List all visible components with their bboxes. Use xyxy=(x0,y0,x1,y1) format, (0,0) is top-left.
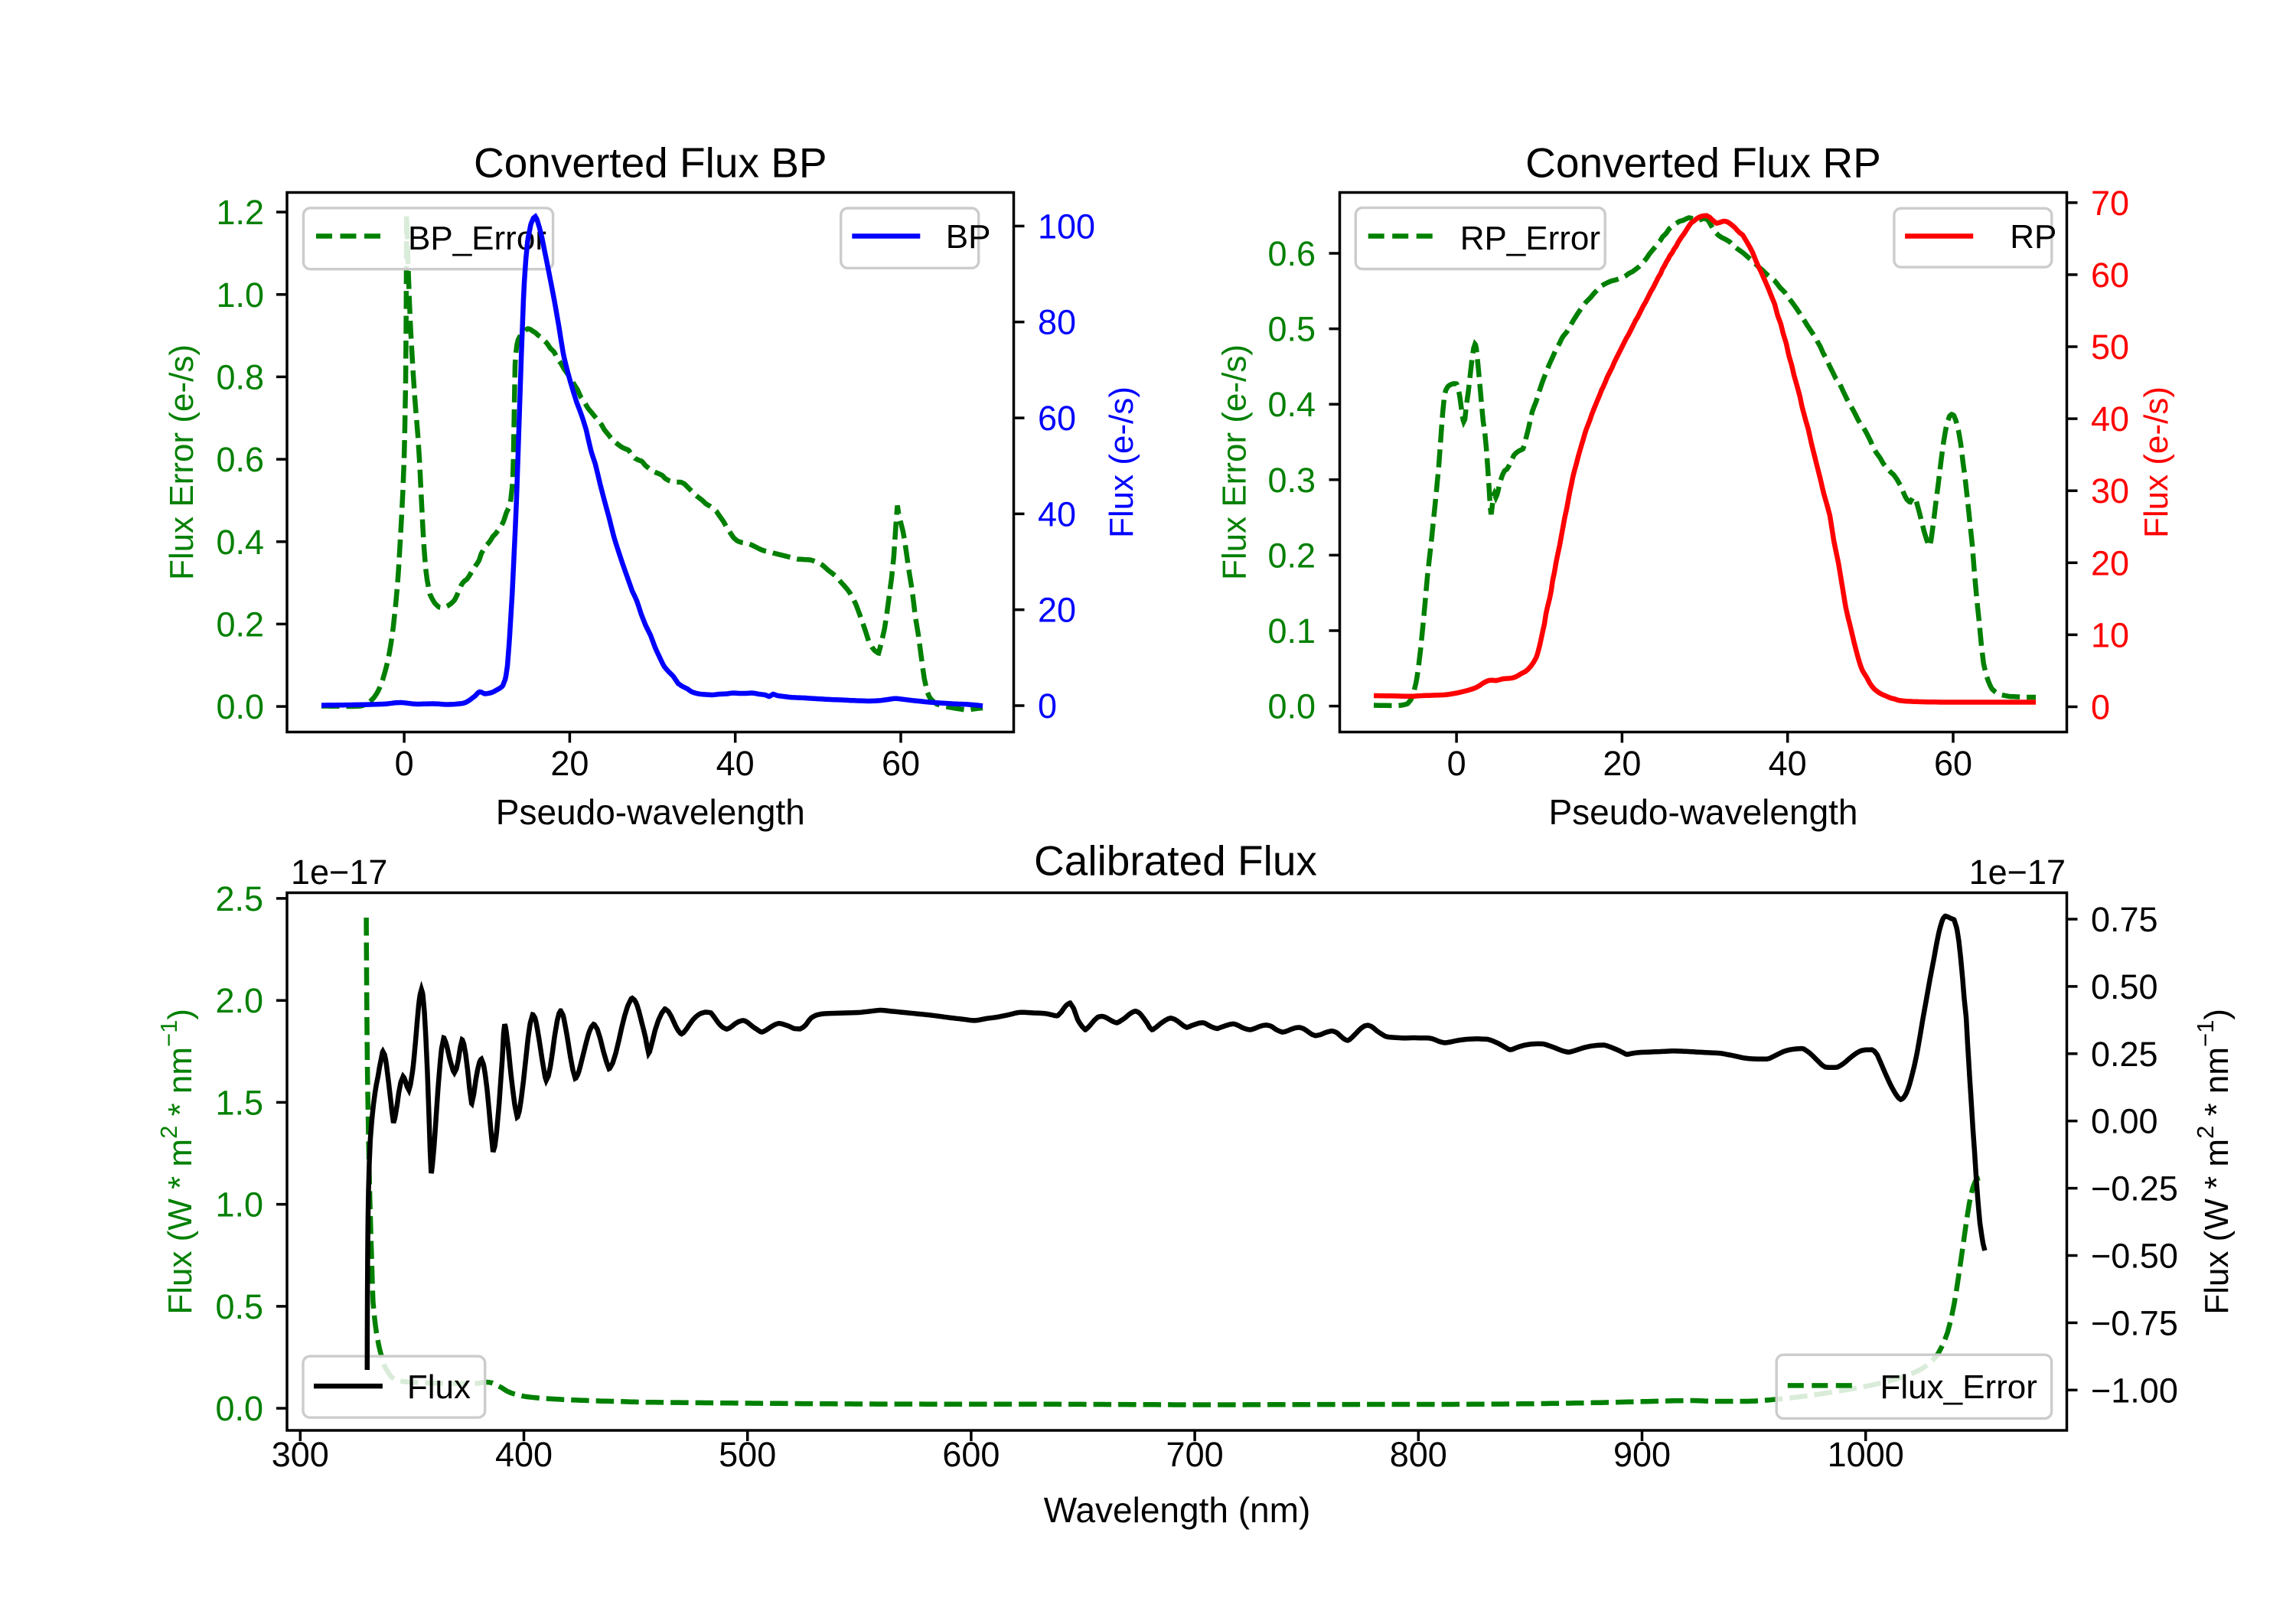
svg-text:2.0: 2.0 xyxy=(215,981,263,1020)
svg-text:600: 600 xyxy=(942,1435,1000,1474)
svg-text:1000: 1000 xyxy=(1828,1435,1904,1474)
svg-text:0.6: 0.6 xyxy=(1267,234,1316,273)
svg-text:0.00: 0.00 xyxy=(2091,1102,2158,1141)
svg-text:0: 0 xyxy=(1447,744,1466,783)
svg-text:800: 800 xyxy=(1390,1435,1447,1474)
svg-text:0.2: 0.2 xyxy=(1267,536,1316,575)
svg-text:60: 60 xyxy=(1934,744,1972,783)
svg-text:−1.00: −1.00 xyxy=(2091,1371,2178,1410)
svg-text:Flux (W * m2 * nm−1): Flux (W * m2 * nm−1) xyxy=(2192,1009,2236,1315)
svg-text:100: 100 xyxy=(1038,207,1095,246)
svg-text:1e−17: 1e−17 xyxy=(291,853,387,892)
svg-text:40: 40 xyxy=(1038,494,1076,533)
svg-text:Converted Flux RP: Converted Flux RP xyxy=(1525,139,1881,187)
svg-text:Flux_Error: Flux_Error xyxy=(1880,1368,2037,1406)
svg-text:1.5: 1.5 xyxy=(215,1083,263,1122)
svg-text:0.2: 0.2 xyxy=(216,605,264,644)
svg-text:80: 80 xyxy=(1038,303,1076,342)
svg-text:0.3: 0.3 xyxy=(1267,461,1316,500)
svg-text:0.4: 0.4 xyxy=(216,523,264,562)
svg-text:400: 400 xyxy=(495,1435,553,1474)
svg-text:20: 20 xyxy=(550,744,589,783)
svg-text:Flux: Flux xyxy=(407,1368,471,1406)
svg-text:300: 300 xyxy=(272,1435,329,1474)
svg-text:20: 20 xyxy=(1603,744,1641,783)
svg-text:0.6: 0.6 xyxy=(216,440,264,479)
svg-text:Calibrated Flux: Calibrated Flux xyxy=(1034,837,1317,885)
svg-text:1.0: 1.0 xyxy=(215,1185,263,1225)
svg-text:40: 40 xyxy=(2091,399,2129,439)
svg-text:1.0: 1.0 xyxy=(216,276,264,315)
svg-text:0: 0 xyxy=(395,744,414,783)
svg-text:Wavelength (nm): Wavelength (nm) xyxy=(1044,1490,1311,1530)
svg-text:0: 0 xyxy=(2091,688,2110,727)
svg-text:40: 40 xyxy=(716,744,755,783)
svg-text:BP: BP xyxy=(946,218,991,256)
svg-text:60: 60 xyxy=(1038,399,1076,438)
svg-text:0.4: 0.4 xyxy=(1267,385,1316,424)
svg-text:Flux Error (e-/s): Flux Error (e-/s) xyxy=(1216,344,1254,580)
svg-text:10: 10 xyxy=(2091,615,2129,654)
svg-text:Flux (e-/s): Flux (e-/s) xyxy=(2138,386,2175,538)
svg-text:Flux (e-/s): Flux (e-/s) xyxy=(1103,386,1140,538)
svg-text:−0.75: −0.75 xyxy=(2091,1303,2178,1342)
svg-text:60: 60 xyxy=(882,744,920,783)
svg-text:0.0: 0.0 xyxy=(1267,687,1316,726)
svg-text:Flux Error (e-/s): Flux Error (e-/s) xyxy=(163,344,201,580)
svg-text:0.0: 0.0 xyxy=(215,1389,263,1428)
svg-text:Flux (W * m2 * nm−1): Flux (W * m2 * nm−1) xyxy=(155,1009,199,1315)
svg-text:70: 70 xyxy=(2091,184,2129,223)
svg-text:BP_Error: BP_Error xyxy=(408,220,546,257)
svg-text:Pseudo-wavelength: Pseudo-wavelength xyxy=(496,792,805,832)
svg-text:RP_Error: RP_Error xyxy=(1460,220,1600,257)
svg-text:0.25: 0.25 xyxy=(2091,1035,2158,1074)
svg-text:−0.25: −0.25 xyxy=(2091,1169,2178,1208)
svg-text:500: 500 xyxy=(719,1435,776,1474)
svg-text:2.5: 2.5 xyxy=(215,879,263,918)
svg-text:0.5: 0.5 xyxy=(1267,310,1316,349)
svg-text:RP: RP xyxy=(2010,218,2056,256)
svg-text:30: 30 xyxy=(2091,471,2129,510)
svg-text:20: 20 xyxy=(2091,543,2129,582)
svg-text:900: 900 xyxy=(1613,1435,1671,1474)
svg-text:−0.50: −0.50 xyxy=(2091,1237,2178,1276)
svg-text:50: 50 xyxy=(2091,328,2129,367)
svg-text:0.0: 0.0 xyxy=(216,687,264,726)
svg-text:60: 60 xyxy=(2091,256,2129,295)
svg-text:0: 0 xyxy=(1038,686,1057,726)
svg-text:1.2: 1.2 xyxy=(216,193,264,232)
svg-text:40: 40 xyxy=(1769,744,1807,783)
svg-text:Pseudo-wavelength: Pseudo-wavelength xyxy=(1548,792,1857,832)
svg-text:700: 700 xyxy=(1166,1435,1224,1474)
svg-text:0.8: 0.8 xyxy=(216,357,264,396)
svg-text:20: 20 xyxy=(1038,591,1076,630)
svg-text:0.1: 0.1 xyxy=(1267,611,1316,651)
svg-text:0.50: 0.50 xyxy=(2091,967,2158,1006)
svg-text:0.75: 0.75 xyxy=(2091,900,2158,939)
svg-text:Converted Flux BP: Converted Flux BP xyxy=(474,139,827,187)
svg-text:0.5: 0.5 xyxy=(215,1287,263,1326)
svg-text:1e−17: 1e−17 xyxy=(1969,853,2066,892)
